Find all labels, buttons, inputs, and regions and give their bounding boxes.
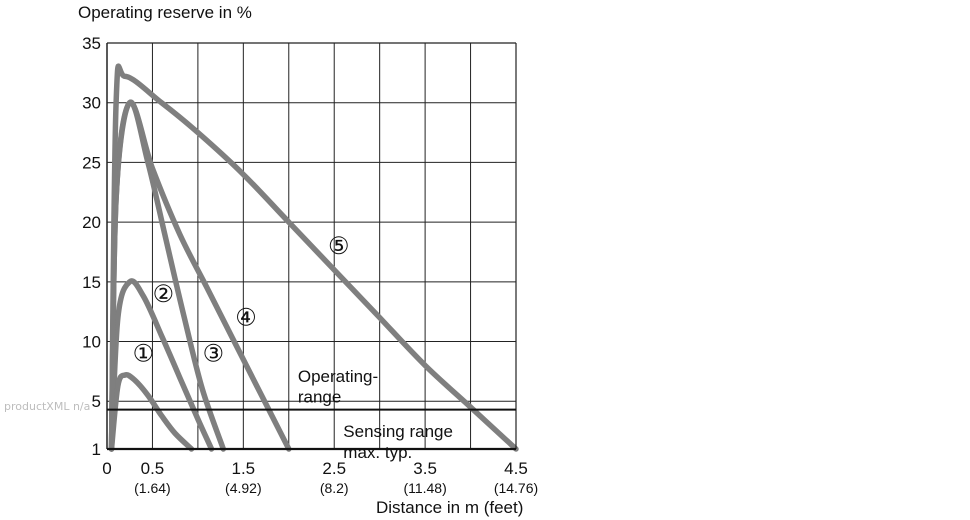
y-tick-label: 20 — [82, 213, 101, 232]
y-tick-label: 25 — [82, 153, 101, 172]
series-4-curve — [108, 99, 292, 452]
x-tick-feet-label: (8.2) — [320, 480, 349, 496]
x-tick-label: 0 — [102, 459, 111, 478]
curves — [108, 63, 519, 452]
y-tick-label: 15 — [82, 273, 101, 292]
series-2-curve — [108, 278, 215, 452]
x-tick-feet-label: (11.48) — [403, 480, 446, 496]
series-5-curve — [108, 63, 519, 452]
series-3-label: ③ — [203, 340, 225, 367]
x-tick-feet-label: (1.64) — [134, 480, 171, 496]
y-tick-label: 35 — [82, 34, 101, 53]
watermark: productXML n/a — [4, 400, 91, 413]
x-tick-feet-label: (14.76) — [494, 480, 538, 496]
annotation-text: Operating- — [298, 367, 378, 386]
y-tick-label: 30 — [82, 94, 101, 113]
x-axis-title: Distance in m (feet) — [376, 498, 523, 517]
annotation-text: max. typ. — [343, 443, 412, 462]
x-tick-feet-label: (4.92) — [225, 480, 262, 496]
y-tick-label: 10 — [82, 333, 101, 352]
series-1-curve — [108, 372, 195, 452]
x-tick-label: 4.5 — [504, 459, 528, 478]
annotation-text: range — [298, 387, 341, 406]
x-tick-label: 3.5 — [413, 459, 437, 478]
y-tick-label: 1 — [92, 440, 101, 459]
series-3-curve — [108, 99, 227, 452]
y-axis-title: Operating reserve in % — [78, 3, 252, 22]
axes — [106, 42, 517, 451]
x-tick-label: 0.5 — [141, 459, 165, 478]
y-tick-label: 5 — [92, 392, 101, 411]
annotation-text: Sensing range — [343, 422, 453, 441]
x-tick-label: 2.5 — [322, 459, 346, 478]
series-1-label: ① — [133, 340, 155, 367]
series-5-label: ⑤ — [328, 233, 350, 260]
series-4-label: ④ — [235, 305, 257, 332]
x-tick-label: 1.5 — [232, 459, 256, 478]
series-2-label: ② — [153, 281, 175, 308]
